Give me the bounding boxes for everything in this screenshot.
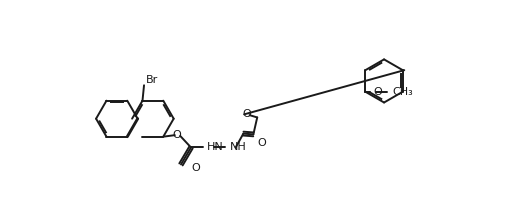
Text: O: O <box>191 163 200 173</box>
Text: NH: NH <box>229 143 246 152</box>
Text: O: O <box>372 87 381 97</box>
Text: HN: HN <box>206 143 223 152</box>
Text: O: O <box>241 109 250 119</box>
Text: O: O <box>172 130 181 140</box>
Text: O: O <box>257 138 266 148</box>
Text: CH₃: CH₃ <box>391 87 412 97</box>
Text: Br: Br <box>146 75 158 85</box>
